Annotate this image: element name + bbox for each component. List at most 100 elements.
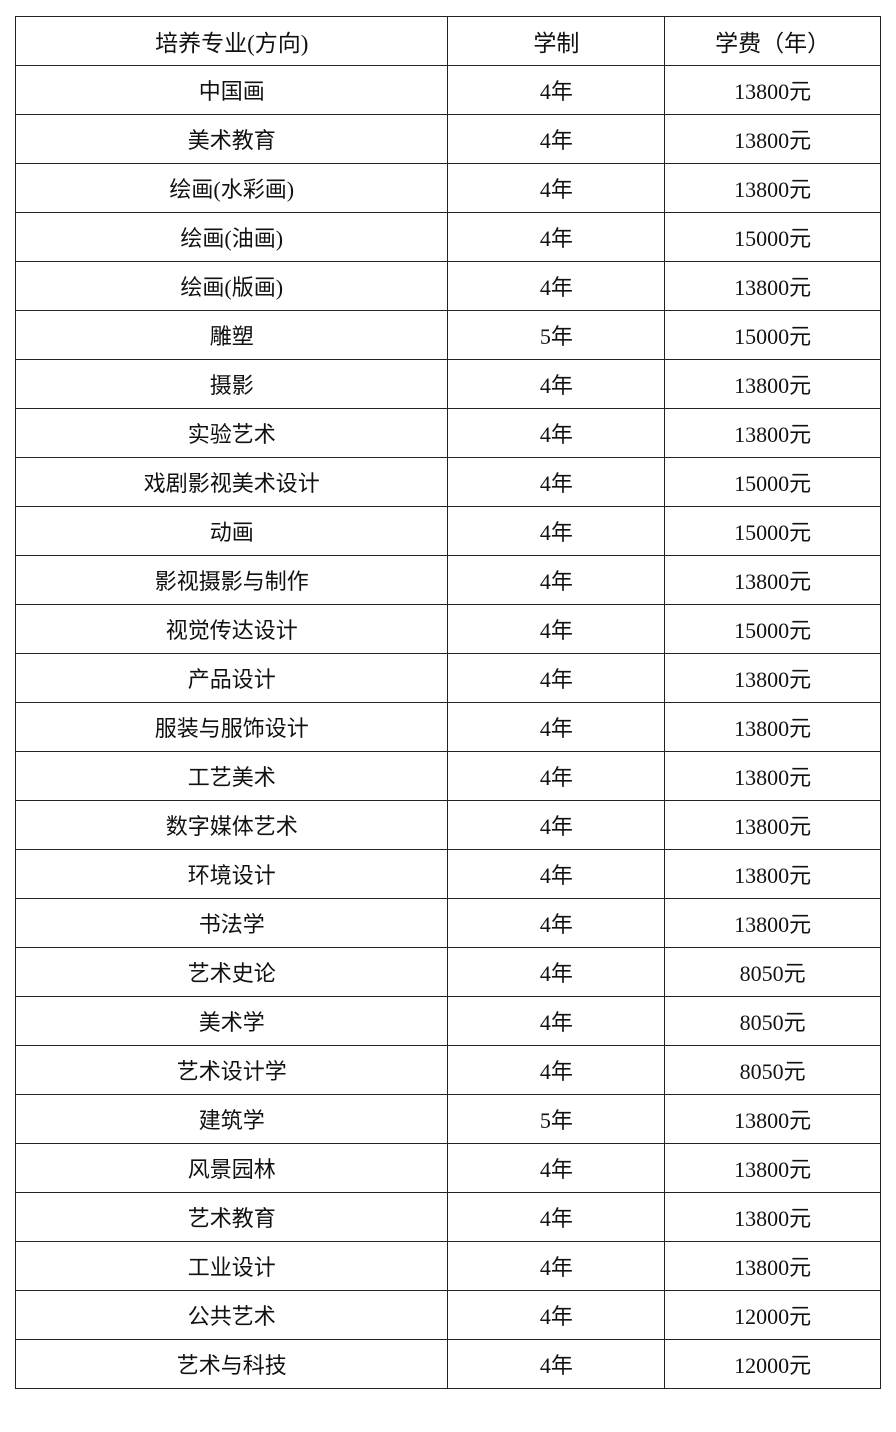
duration-cell: 4年 <box>447 65 666 115</box>
table-row: 动画 4年 15000元 <box>14 506 881 556</box>
major-cell: 风景园林 <box>14 1143 449 1193</box>
tuition-cell: 13800元 <box>664 359 881 409</box>
header-tuition: 学费（年） <box>664 16 881 66</box>
tuition-cell: 13800元 <box>664 555 881 605</box>
tuition-cell: 15000元 <box>664 506 881 556</box>
tuition-cell: 15000元 <box>664 457 881 507</box>
tuition-cell: 13800元 <box>664 1241 881 1291</box>
duration-cell: 4年 <box>447 947 666 997</box>
tuition-cell: 13800元 <box>664 1143 881 1193</box>
major-cell: 数字媒体艺术 <box>14 800 449 850</box>
table-row: 戏剧影视美术设计 4年 15000元 <box>14 457 881 507</box>
tuition-cell: 13800元 <box>664 408 881 458</box>
table-row: 艺术设计学 4年 8050元 <box>14 1045 881 1095</box>
major-cell: 工业设计 <box>14 1241 449 1291</box>
header-duration: 学制 <box>447 16 666 66</box>
table-row: 产品设计 4年 13800元 <box>14 653 881 703</box>
table-row: 雕塑 5年 15000元 <box>14 310 881 360</box>
duration-cell: 4年 <box>447 212 666 262</box>
header-major: 培养专业(方向) <box>14 16 449 66</box>
major-cell: 环境设计 <box>14 849 449 899</box>
tuition-cell: 13800元 <box>664 751 881 801</box>
tuition-cell: 13800元 <box>664 114 881 164</box>
table-row: 数字媒体艺术 4年 13800元 <box>14 800 881 850</box>
table-row: 风景园林 4年 13800元 <box>14 1143 881 1193</box>
major-cell: 绘画(油画) <box>14 212 449 262</box>
table-row: 书法学 4年 13800元 <box>14 898 881 948</box>
tuition-cell: 13800元 <box>664 1094 881 1144</box>
header-row: 培养专业(方向) 学制 学费（年） <box>14 16 881 66</box>
major-cell: 中国画 <box>14 65 449 115</box>
duration-cell: 4年 <box>447 261 666 311</box>
major-cell: 绘画(版画) <box>14 261 449 311</box>
table-row: 艺术教育 4年 13800元 <box>14 1192 881 1242</box>
major-cell: 影视摄影与制作 <box>14 555 449 605</box>
tuition-cell: 13800元 <box>664 898 881 948</box>
duration-cell: 4年 <box>447 702 666 752</box>
tuition-cell: 15000元 <box>664 604 881 654</box>
table-row: 建筑学 5年 13800元 <box>14 1094 881 1144</box>
major-cell: 戏剧影视美术设计 <box>14 457 449 507</box>
major-cell: 摄影 <box>14 359 449 409</box>
major-cell: 实验艺术 <box>14 408 449 458</box>
major-cell: 工艺美术 <box>14 751 449 801</box>
table-row: 绘画(油画) 4年 15000元 <box>14 212 881 262</box>
table-row: 工艺美术 4年 13800元 <box>14 751 881 801</box>
tuition-cell: 13800元 <box>664 653 881 703</box>
major-cell: 艺术史论 <box>14 947 449 997</box>
duration-cell: 4年 <box>447 751 666 801</box>
major-cell: 艺术设计学 <box>14 1045 449 1095</box>
major-cell: 公共艺术 <box>14 1290 449 1340</box>
major-cell: 艺术与科技 <box>14 1339 449 1389</box>
major-cell: 艺术教育 <box>14 1192 449 1242</box>
duration-cell: 4年 <box>447 506 666 556</box>
table-row: 服装与服饰设计 4年 13800元 <box>14 702 881 752</box>
duration-cell: 4年 <box>447 114 666 164</box>
duration-cell: 4年 <box>447 457 666 507</box>
duration-cell: 4年 <box>447 555 666 605</box>
table-row: 影视摄影与制作 4年 13800元 <box>14 555 881 605</box>
table-row: 视觉传达设计 4年 15000元 <box>14 604 881 654</box>
table-row: 工业设计 4年 13800元 <box>14 1241 881 1291</box>
major-cell: 建筑学 <box>14 1094 449 1144</box>
major-cell: 视觉传达设计 <box>14 604 449 654</box>
table-row: 实验艺术 4年 13800元 <box>14 408 881 458</box>
duration-cell: 4年 <box>447 1045 666 1095</box>
duration-cell: 5年 <box>447 310 666 360</box>
tuition-cell: 13800元 <box>664 800 881 850</box>
table-row: 艺术与科技 4年 12000元 <box>14 1339 881 1389</box>
major-cell: 绘画(水彩画) <box>14 163 449 213</box>
tuition-cell: 13800元 <box>664 65 881 115</box>
major-cell: 美术学 <box>14 996 449 1046</box>
table-row: 绘画(水彩画) 4年 13800元 <box>14 163 881 213</box>
tuition-cell: 8050元 <box>664 947 881 997</box>
duration-cell: 4年 <box>447 898 666 948</box>
duration-cell: 4年 <box>447 1339 666 1389</box>
major-cell: 服装与服饰设计 <box>14 702 449 752</box>
table-row: 绘画(版画) 4年 13800元 <box>14 261 881 311</box>
duration-cell: 4年 <box>447 1143 666 1193</box>
duration-cell: 4年 <box>447 1290 666 1340</box>
major-cell: 美术教育 <box>14 114 449 164</box>
table-row: 公共艺术 4年 12000元 <box>14 1290 881 1340</box>
table-row: 环境设计 4年 13800元 <box>14 849 881 899</box>
tuition-cell: 13800元 <box>664 1192 881 1242</box>
tuition-cell: 13800元 <box>664 261 881 311</box>
duration-cell: 4年 <box>447 408 666 458</box>
table-row: 美术教育 4年 13800元 <box>14 114 881 164</box>
tuition-cell: 12000元 <box>664 1290 881 1340</box>
table-row: 摄影 4年 13800元 <box>14 359 881 409</box>
duration-cell: 4年 <box>447 163 666 213</box>
duration-cell: 4年 <box>447 1192 666 1242</box>
tuition-cell: 15000元 <box>664 310 881 360</box>
major-cell: 雕塑 <box>14 310 449 360</box>
major-cell: 动画 <box>14 506 449 556</box>
table-row: 艺术史论 4年 8050元 <box>14 947 881 997</box>
tuition-cell: 13800元 <box>664 849 881 899</box>
tuition-cell: 13800元 <box>664 702 881 752</box>
tuition-table: 培养专业(方向) 学制 学费（年） 中国画 4年 13800元 美术教育 4年 13800… <box>14 16 881 1389</box>
tuition-cell: 8050元 <box>664 996 881 1046</box>
tuition-cell: 13800元 <box>664 163 881 213</box>
tuition-cell: 12000元 <box>664 1339 881 1389</box>
duration-cell: 4年 <box>447 653 666 703</box>
